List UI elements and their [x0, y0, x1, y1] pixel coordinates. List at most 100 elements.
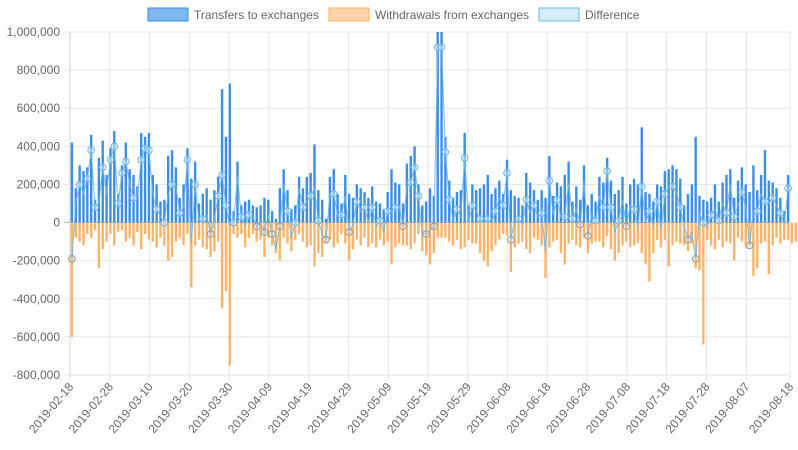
difference-point[interactable] — [160, 218, 169, 227]
difference-point[interactable] — [229, 218, 238, 227]
difference-point[interactable] — [68, 254, 76, 263]
difference-point[interactable] — [260, 228, 269, 236]
difference-point[interactable] — [218, 171, 226, 179]
difference-point[interactable] — [122, 157, 130, 166]
difference-point[interactable] — [522, 195, 531, 204]
difference-point[interactable] — [252, 222, 261, 231]
difference-point[interactable] — [329, 190, 338, 198]
difference-point[interactable] — [614, 216, 623, 225]
difference-point[interactable] — [699, 218, 708, 227]
difference-point[interactable] — [145, 146, 153, 154]
difference-point[interactable] — [299, 203, 307, 212]
difference-point[interactable] — [141, 144, 149, 153]
difference-point[interactable] — [391, 203, 400, 212]
difference-point[interactable] — [483, 214, 492, 223]
difference-point[interactable] — [268, 230, 276, 238]
difference-point[interactable] — [607, 203, 615, 212]
difference-point[interactable] — [83, 174, 92, 183]
difference-point[interactable] — [87, 146, 95, 154]
difference-point[interactable] — [118, 169, 126, 177]
difference-point[interactable] — [214, 192, 223, 200]
difference-point[interactable] — [591, 216, 600, 225]
difference-point[interactable] — [460, 153, 469, 162]
difference-point[interactable] — [503, 169, 511, 177]
difference-point[interactable] — [530, 201, 538, 210]
difference-point[interactable] — [603, 167, 611, 175]
difference-point[interactable] — [653, 197, 661, 206]
difference-point[interactable] — [433, 43, 442, 52]
difference-point[interactable] — [707, 211, 715, 219]
difference-point[interactable] — [637, 182, 646, 191]
difference-point[interactable] — [237, 213, 246, 221]
difference-point[interactable] — [545, 176, 554, 185]
difference-point[interactable] — [191, 180, 199, 189]
difference-point[interactable] — [476, 214, 484, 223]
difference-point[interactable] — [560, 213, 569, 221]
difference-point[interactable] — [499, 201, 507, 210]
difference-point[interactable] — [722, 209, 731, 217]
difference-point[interactable] — [745, 241, 754, 250]
difference-point[interactable] — [183, 155, 192, 164]
difference-point[interactable] — [322, 235, 330, 244]
difference-point[interactable] — [668, 182, 677, 191]
legend[interactable]: Transfers to exchanges Withdrawals from … — [147, 7, 640, 22]
difference-point[interactable] — [137, 155, 146, 164]
difference-point[interactable] — [684, 235, 692, 244]
difference-point[interactable] — [784, 184, 792, 193]
difference-point[interactable] — [114, 199, 122, 208]
difference-point[interactable] — [738, 188, 746, 196]
difference-point[interactable] — [507, 235, 515, 244]
difference-point[interactable] — [245, 211, 253, 219]
difference-point[interactable] — [110, 142, 119, 151]
difference-point[interactable] — [291, 218, 300, 227]
difference-point[interactable] — [776, 209, 785, 217]
difference-point[interactable] — [75, 180, 84, 189]
difference-point[interactable] — [422, 230, 430, 238]
difference-point[interactable] — [383, 207, 392, 215]
difference-point[interactable] — [360, 203, 369, 212]
difference-point[interactable] — [199, 214, 207, 223]
difference-point[interactable] — [306, 192, 315, 200]
difference-point[interactable] — [661, 190, 669, 198]
difference-point[interactable] — [714, 216, 723, 225]
difference-point[interactable] — [410, 163, 419, 172]
difference-point[interactable] — [753, 207, 762, 215]
difference-point[interactable] — [430, 222, 438, 231]
difference-point[interactable] — [514, 214, 523, 223]
difference-point[interactable] — [168, 180, 176, 189]
difference-point[interactable] — [98, 163, 107, 172]
difference-point[interactable] — [437, 43, 446, 52]
difference-point[interactable] — [730, 213, 738, 221]
difference-point[interactable] — [152, 205, 161, 214]
difference-point[interactable] — [129, 193, 138, 202]
difference-point[interactable] — [106, 155, 115, 164]
difference-point[interactable] — [576, 220, 584, 229]
difference-point[interactable] — [91, 203, 99, 212]
legend-item-withdrawals[interactable]: Withdrawals from exchanges — [328, 7, 529, 22]
difference-point[interactable] — [630, 205, 638, 214]
difference-point[interactable] — [276, 222, 284, 231]
difference-point[interactable] — [345, 228, 353, 236]
difference-point[interactable] — [599, 203, 608, 212]
difference-point[interactable] — [376, 216, 384, 225]
difference-point[interactable] — [414, 192, 423, 200]
difference-point[interactable] — [453, 205, 461, 214]
difference-point[interactable] — [622, 222, 631, 231]
difference-point[interactable] — [206, 230, 215, 238]
difference-point[interactable] — [441, 148, 450, 156]
difference-point[interactable] — [222, 201, 230, 210]
difference-point[interactable] — [645, 207, 654, 215]
difference-point[interactable] — [691, 254, 700, 263]
difference-point[interactable] — [406, 178, 415, 187]
difference-point[interactable] — [491, 207, 500, 215]
difference-point[interactable] — [337, 211, 346, 219]
difference-point[interactable] — [537, 209, 546, 217]
difference-point[interactable] — [368, 203, 377, 212]
difference-point[interactable] — [568, 214, 577, 223]
legend-item-difference[interactable]: Difference — [538, 7, 640, 22]
difference-point[interactable] — [283, 207, 292, 215]
difference-point[interactable] — [761, 197, 769, 206]
difference-point[interactable] — [584, 232, 592, 240]
difference-point[interactable] — [676, 203, 685, 212]
difference-point[interactable] — [353, 197, 361, 206]
